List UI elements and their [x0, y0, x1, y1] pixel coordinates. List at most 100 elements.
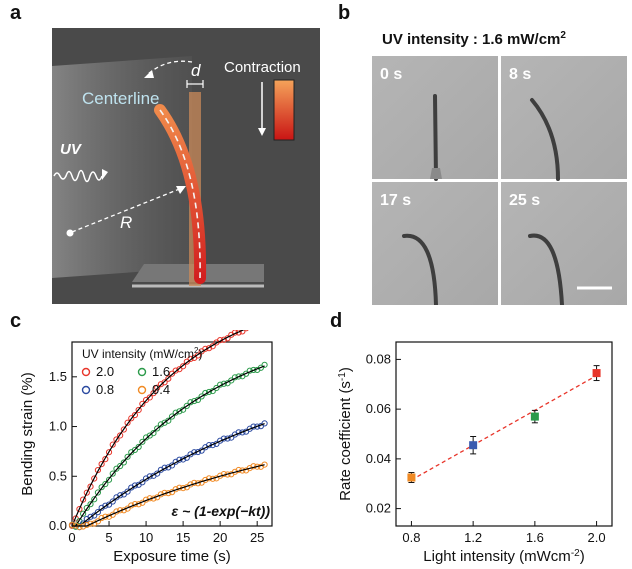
- radius-arrowhead: [176, 186, 186, 194]
- frame-25s: [501, 182, 627, 305]
- legend-marker-0.4: [137, 385, 147, 395]
- data-point-1.6: [205, 388, 213, 396]
- data-point-0.4: [76, 523, 83, 531]
- radius-origin: [66, 229, 74, 237]
- contraction-label: Contraction: [224, 59, 301, 76]
- data-point-2.0: [168, 370, 176, 377]
- frames-grid: [372, 56, 627, 307]
- plot-frame-d: [395, 341, 613, 527]
- data-point-1.6: [94, 489, 102, 496]
- data-point-0.8: [261, 420, 268, 427]
- data-point-2.0: [243, 330, 249, 332]
- data-point-1.6: [165, 417, 172, 424]
- x-tick-label-c: 0: [68, 530, 75, 545]
- data-point-1.6: [87, 501, 94, 508]
- data-point-1.6: [220, 380, 227, 387]
- frame-8s: [501, 56, 627, 179]
- fit-line-1.6: [72, 365, 265, 527]
- data-point-1.6: [242, 370, 250, 377]
- fiber-0s-base: [430, 168, 442, 179]
- x-tick-label-c: 10: [139, 530, 153, 545]
- plot-frame-c: [71, 341, 273, 527]
- data-point-0.8: [109, 498, 116, 505]
- y-tick-label-d: 0.02: [366, 501, 391, 516]
- data-point-1.6: [109, 470, 116, 477]
- uv-label: UV: [60, 141, 83, 158]
- frame-label-1: 8 s: [509, 66, 532, 83]
- y-tick-label-c: 1.5: [49, 369, 67, 384]
- data-point-2.0: [98, 461, 105, 468]
- data-point-2.0: [220, 336, 227, 343]
- bending-arrowhead: [144, 70, 154, 78]
- data-point-2.0: [165, 375, 172, 382]
- fit-equation: ε ~ (1-exp(−kt)): [172, 503, 271, 519]
- data-point-2.0: [161, 379, 168, 386]
- data-point-2.0: [109, 441, 116, 448]
- data-point-2.0: [117, 432, 124, 439]
- frame-label-3: 25 s: [509, 192, 541, 209]
- legend-marker-1.6: [137, 367, 147, 377]
- y-axis-label-d: Rate coefficient (s-1): [337, 367, 354, 501]
- data-point-1.6: [120, 459, 127, 466]
- data-point-2.0: [187, 355, 194, 362]
- legend-label-1.6: 1.6: [152, 364, 170, 379]
- data-point-1.6: [91, 496, 98, 503]
- data-point-0.8: [117, 492, 124, 499]
- data-point-2.0: [124, 419, 131, 426]
- data-point-1.6: [198, 393, 205, 400]
- data-point-1.6: [124, 453, 131, 460]
- fiber-25s: [528, 233, 564, 307]
- centerline-path: [159, 109, 201, 279]
- data-point-2.0: [154, 384, 161, 391]
- panel-a-schematic: Centerline UV R d Contraction: [52, 28, 320, 304]
- data-point-0.8: [91, 512, 98, 519]
- data-point-2.0: [113, 436, 120, 443]
- panel-letter-b: b: [338, 2, 351, 24]
- x-tick-label-c: 5: [105, 530, 112, 545]
- data-point-1.6: [157, 421, 164, 428]
- contraction-arrowhead: [258, 128, 266, 136]
- y-tick-label-d: 0.06: [366, 401, 391, 416]
- x-axis-label-d: Light intensity (mWcm-2): [423, 548, 584, 565]
- data-point-1.6: [135, 443, 142, 451]
- data-point-1.6: [105, 476, 113, 483]
- data-point-1.6: [102, 480, 109, 488]
- fit-line-0.8: [72, 423, 265, 527]
- data-point-1.6: [117, 462, 124, 470]
- data-point-3: [592, 369, 601, 378]
- data-point-1.6: [139, 438, 146, 445]
- data-point-2.0: [135, 406, 142, 414]
- x-tick-label-c: 20: [213, 530, 227, 545]
- data-point-0.8: [102, 502, 109, 509]
- data-point-1.6: [176, 408, 183, 415]
- fit-line-2.0: [71, 330, 245, 527]
- data-point-1.6: [213, 384, 220, 392]
- y-axis-label-c: Bending strain (%): [19, 372, 36, 495]
- panel-b-frames: 0 s 8 s 17 s 25 s: [372, 56, 627, 307]
- data-point-0.8: [131, 482, 139, 489]
- panel-b-title-sup: 2: [560, 30, 566, 41]
- centerline-label: Centerline: [82, 89, 160, 108]
- frame-label-2: 17 s: [380, 192, 412, 209]
- data-point-2.0: [128, 415, 135, 422]
- data-point-1.6: [250, 366, 257, 374]
- data-point-2.0: [102, 456, 109, 463]
- data-point-1.6: [228, 377, 235, 384]
- data-point-0.4: [87, 520, 94, 527]
- data-point-1.6: [183, 402, 190, 409]
- legend-label-0.4: 0.4: [152, 382, 170, 397]
- data-point-1.6: [235, 373, 242, 380]
- fiber-8s: [530, 98, 560, 181]
- y-tick-label-d: 0.08: [366, 351, 391, 366]
- data-point-2.0: [131, 411, 139, 419]
- data-point-1.6: [168, 413, 176, 420]
- x-axis-label-c: Exposure time (s): [113, 548, 231, 565]
- frame-label-0: 0 s: [380, 66, 403, 83]
- data-point-1.6: [150, 429, 157, 437]
- data-point-0.8: [87, 513, 94, 520]
- rate-coefficient-chart: 0.8 1.2 1.6 2.0 0.02 0.04 0.06 0.08 Light intens…: [337, 341, 613, 565]
- data-point-0: [407, 473, 416, 482]
- x-tick-label-d: 1.6: [526, 530, 544, 545]
- data-point-2: [530, 412, 539, 421]
- data-point-1.6: [261, 361, 268, 368]
